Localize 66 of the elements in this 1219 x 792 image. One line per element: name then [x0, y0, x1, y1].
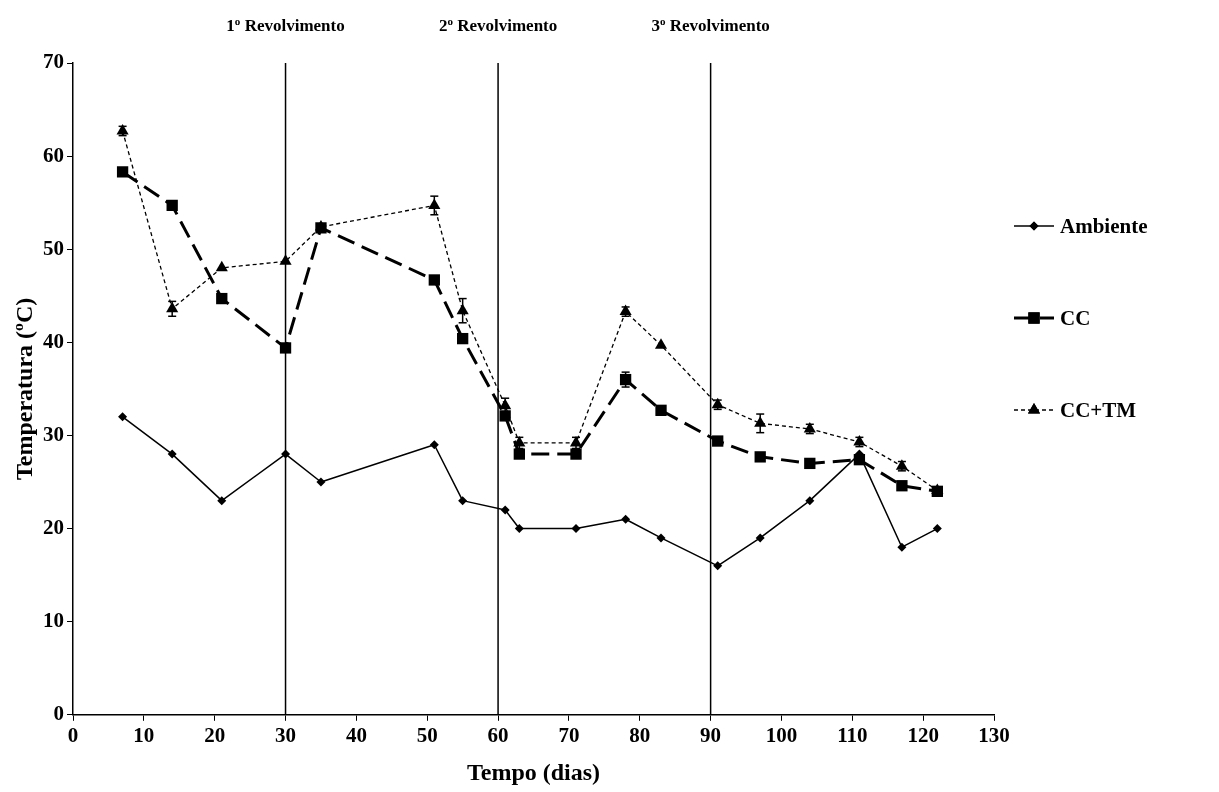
y-tick-label: 50: [43, 235, 64, 260]
x-tick-label: 60: [487, 722, 509, 747]
y-tick-label: 70: [43, 49, 64, 74]
point: [116, 166, 129, 178]
point: [428, 198, 441, 209]
point: [456, 303, 469, 315]
x-tick-label: 40: [345, 722, 367, 747]
point: [429, 440, 439, 450]
x-tick-label: 130: [978, 722, 1010, 747]
point: [216, 292, 228, 305]
point: [897, 542, 907, 552]
x-tick-label: 30: [275, 722, 297, 747]
point: [656, 533, 666, 543]
point: [217, 496, 227, 506]
point: [499, 398, 512, 410]
point: [514, 524, 524, 534]
point: [458, 496, 468, 506]
point: [754, 451, 766, 463]
point: [654, 338, 668, 349]
point: [805, 496, 815, 506]
legend-label: Ambiente: [1060, 214, 1148, 238]
y-axis-title: Temperatura (oC): [8, 297, 37, 480]
point: [166, 199, 178, 212]
point: [316, 477, 326, 487]
y-tick-label: 40: [43, 328, 64, 353]
point: [932, 524, 942, 534]
point: [118, 412, 128, 422]
point: [896, 480, 908, 492]
x-tick-label: 50: [416, 722, 438, 747]
point: [215, 260, 228, 272]
point: [755, 533, 765, 543]
point: [570, 448, 582, 460]
x-tick-label: 10: [133, 722, 155, 747]
point: [457, 332, 469, 345]
point: [655, 404, 667, 416]
x-axis-title: Tempo (dias): [466, 758, 601, 785]
x-tick-label: 80: [629, 722, 651, 747]
legend-label: CC: [1060, 306, 1091, 330]
y-tick-label: 10: [43, 608, 64, 633]
point: [713, 561, 723, 571]
x-tick-label: 120: [907, 722, 939, 747]
point: [166, 301, 179, 313]
point: [571, 524, 581, 534]
point: [513, 448, 525, 460]
point: [712, 435, 724, 447]
x-tick-label: 100: [765, 722, 798, 747]
x-tick-label: 70: [558, 722, 580, 747]
point: [754, 416, 767, 427]
y-tick-label: 20: [43, 514, 64, 539]
y-tick-label: 60: [43, 142, 64, 167]
point: [281, 449, 291, 459]
point: [499, 410, 511, 422]
point: [279, 254, 292, 265]
x-tick-label: 90: [700, 722, 722, 747]
point: [279, 342, 292, 354]
point: [167, 449, 177, 459]
y-tick-label: 0: [53, 701, 64, 726]
point: [804, 457, 816, 470]
x-tick-label: 110: [837, 722, 868, 747]
point: [621, 514, 631, 524]
point: [428, 274, 440, 286]
y-tick-label: 30: [43, 421, 64, 446]
point: [853, 454, 866, 466]
point: [500, 505, 510, 515]
legend-label: CC+TM: [1060, 398, 1137, 422]
x-tick-label: 20: [204, 722, 226, 747]
